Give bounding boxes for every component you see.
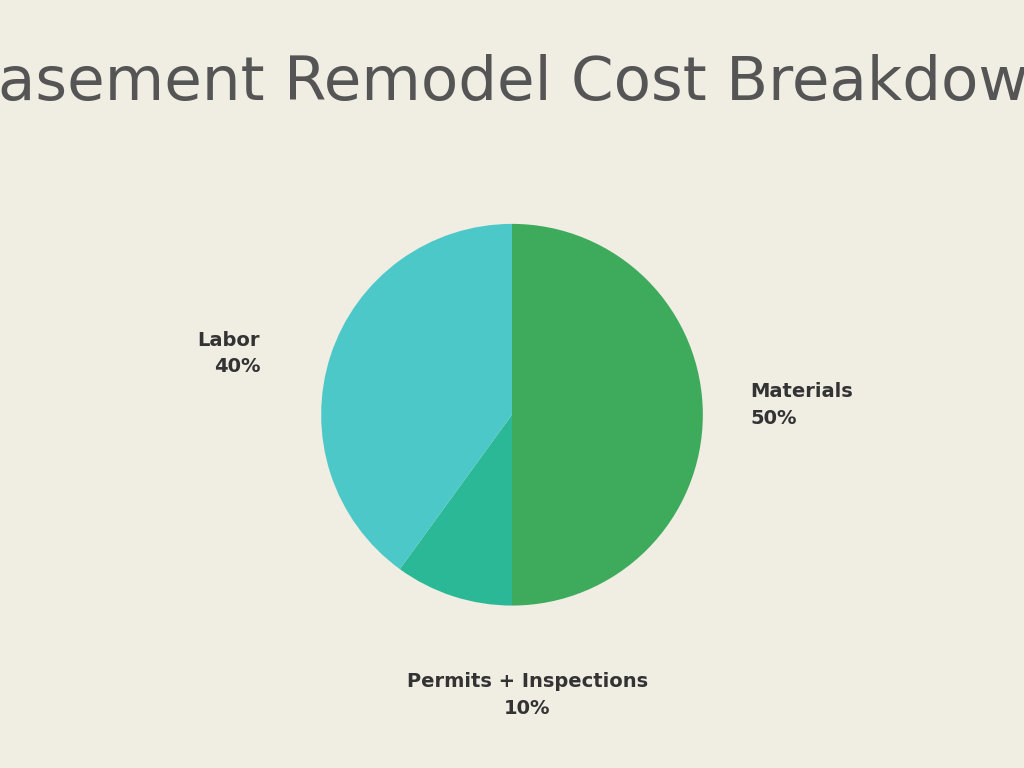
Text: Labor
40%: Labor 40% [198, 331, 260, 376]
Wedge shape [512, 224, 702, 605]
Text: Materials
50%: Materials 50% [751, 382, 853, 428]
Text: Permits + Inspections
10%: Permits + Inspections 10% [407, 672, 648, 718]
Wedge shape [322, 224, 512, 569]
Text: Basement Remodel Cost Breakdown: Basement Remodel Cost Breakdown [0, 54, 1024, 113]
Wedge shape [399, 415, 512, 605]
